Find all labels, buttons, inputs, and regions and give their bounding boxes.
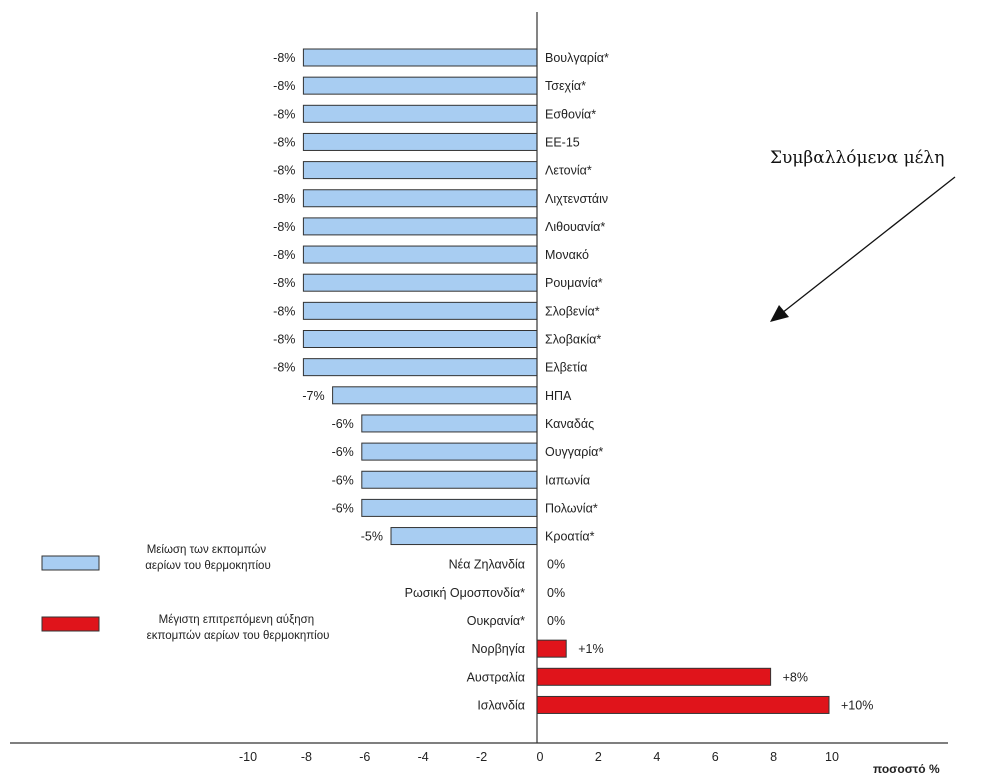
category-label: Λιθουανία* (545, 220, 605, 234)
value-label: -8% (273, 220, 295, 234)
value-label: -8% (273, 135, 295, 149)
annotation-text: Συμβαλλόμενα μέλη (770, 148, 944, 168)
bar (361, 442, 538, 461)
bar (332, 386, 538, 405)
value-label: 0% (547, 614, 565, 628)
bar (302, 48, 538, 67)
bar (302, 217, 538, 236)
category-label: ΗΠΑ (545, 389, 572, 403)
category-label: Νορβηγία (472, 642, 526, 656)
bar (302, 104, 538, 123)
x-tick-label: 4 (653, 750, 660, 764)
category-label: Λετονία* (545, 164, 592, 178)
value-label: -5% (361, 530, 383, 544)
value-label: -8% (273, 107, 295, 121)
x-ticks-group: -10 -8 -6 -4 -2 0 2 4 6 8 10 (239, 750, 839, 764)
x-tick-label: -8 (301, 750, 312, 764)
value-label: +1% (578, 642, 603, 656)
bar (302, 132, 538, 151)
value-label: 0% (547, 558, 565, 572)
x-tick-label: -10 (239, 750, 257, 764)
category-label: ΕΕ-15 (545, 135, 580, 149)
x-tick-label: -2 (476, 750, 487, 764)
bar (361, 470, 538, 489)
x-tick-label: 2 (595, 750, 602, 764)
arrow-head-icon (770, 305, 789, 322)
category-label: Ιαπωνία (545, 473, 590, 487)
category-label: Σλοβενία* (545, 304, 600, 318)
value-label: -6% (332, 417, 354, 431)
x-axis-title: ποσοστό % (873, 762, 940, 775)
legend: Μείωση των εκπομπών αερίων του θερμοκηπί… (41, 544, 330, 642)
annotation-arrow (781, 176, 956, 314)
value-label: -8% (273, 164, 295, 178)
bar (536, 695, 830, 714)
category-label: Μονακό (545, 248, 589, 262)
category-label: Ισλανδία (477, 698, 525, 712)
category-label: Ρουμανία* (545, 276, 603, 290)
value-label: -8% (273, 333, 295, 347)
value-label: 0% (547, 586, 565, 600)
bar (302, 189, 538, 208)
bar (302, 76, 538, 95)
value-label: -7% (302, 389, 324, 403)
bar (302, 358, 538, 377)
value-label: -8% (273, 304, 295, 318)
value-label: -8% (273, 51, 295, 65)
category-label: Τσεχία* (545, 79, 586, 93)
bars-group (302, 48, 830, 714)
value-label: +8% (783, 670, 808, 684)
category-label: Ουκρανία* (467, 614, 525, 628)
category-label: Βουλγαρία* (545, 51, 609, 65)
value-label: +10% (841, 698, 873, 712)
category-label: Ρωσική Ομοσπονδία* (405, 586, 525, 600)
legend-swatch-decrease (41, 555, 100, 571)
bar (302, 330, 538, 348)
category-label: Σλοβακία* (545, 333, 601, 347)
value-label: -8% (273, 79, 295, 93)
category-label: Νέα Ζηλανδία (449, 558, 525, 572)
x-tick-label: 6 (712, 750, 719, 764)
bar (390, 527, 538, 546)
category-label: Εσθονία* (545, 107, 596, 121)
x-tick-label: 8 (770, 750, 777, 764)
value-label: -6% (332, 501, 354, 515)
legend-label-decrease: Μείωση των εκπομπών αερίων του θερμοκηπί… (145, 544, 270, 572)
category-label: Ελβετία (545, 361, 587, 375)
value-label: -8% (273, 248, 295, 262)
bar (302, 273, 538, 292)
bar (361, 414, 538, 433)
category-label: Αυστραλία (467, 670, 525, 684)
bar (361, 498, 538, 517)
category-label: Λιχτενστάιν (545, 192, 608, 206)
category-label: Κροατία* (545, 530, 595, 544)
value-label: -8% (273, 276, 295, 290)
category-label: Πολωνία* (545, 501, 598, 515)
category-labels-group: Βουλγαρία* Τσεχία* Εσθονία* ΕΕ-15 Λετονία* Λι… (405, 51, 609, 712)
x-tick-label: -6 (359, 750, 370, 764)
bar (302, 245, 538, 264)
value-label: -6% (332, 445, 354, 459)
x-tick-label: 0 (537, 750, 544, 764)
category-label: Καναδάς (545, 417, 594, 431)
bar (536, 639, 567, 658)
value-label: -8% (273, 361, 295, 375)
legend-swatch-increase (41, 616, 100, 632)
legend-label-increase: Μέγιστη επιτρεπόμενη αύξηση εκπομπών αερ… (147, 614, 330, 642)
bar (302, 301, 538, 320)
x-tick-label: -4 (418, 750, 429, 764)
x-tick-label: 10 (825, 750, 839, 764)
bar (536, 667, 772, 686)
value-labels-group: -8%-8%-8%-8%-8%-8%-8%-8%-8%-8%-8%-8%-7%-… (273, 51, 873, 712)
bar (302, 161, 538, 180)
value-label: -8% (273, 192, 295, 206)
value-label: -6% (332, 473, 354, 487)
category-label: Ουγγαρία* (545, 445, 603, 459)
